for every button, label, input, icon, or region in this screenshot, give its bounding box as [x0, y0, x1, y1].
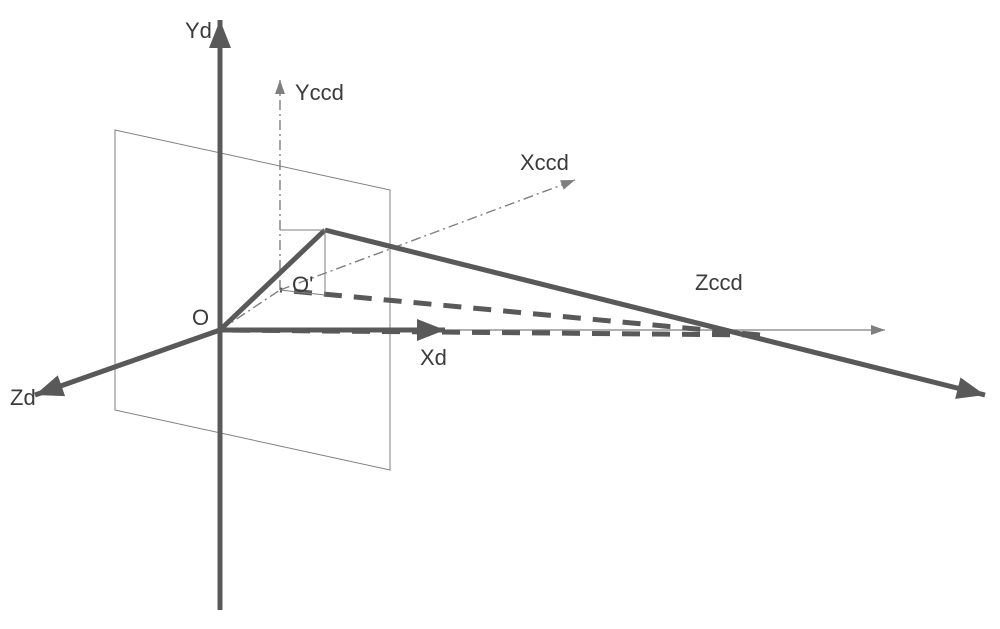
axis-xccd	[280, 180, 575, 290]
axis-zccd	[325, 230, 985, 395]
label-zd: Zd	[10, 385, 36, 410]
label-xccd: Xccd	[520, 150, 569, 175]
label-zccd: Zccd	[695, 270, 743, 295]
axis-zd	[35, 330, 220, 395]
label-yccd: Yccd	[295, 80, 344, 105]
dashed-far-to-o	[220, 330, 760, 335]
label-yd: Yd	[185, 18, 212, 43]
label-xd: Xd	[420, 345, 447, 370]
label-o: O	[192, 305, 209, 330]
label-oprime: O'	[292, 272, 313, 297]
